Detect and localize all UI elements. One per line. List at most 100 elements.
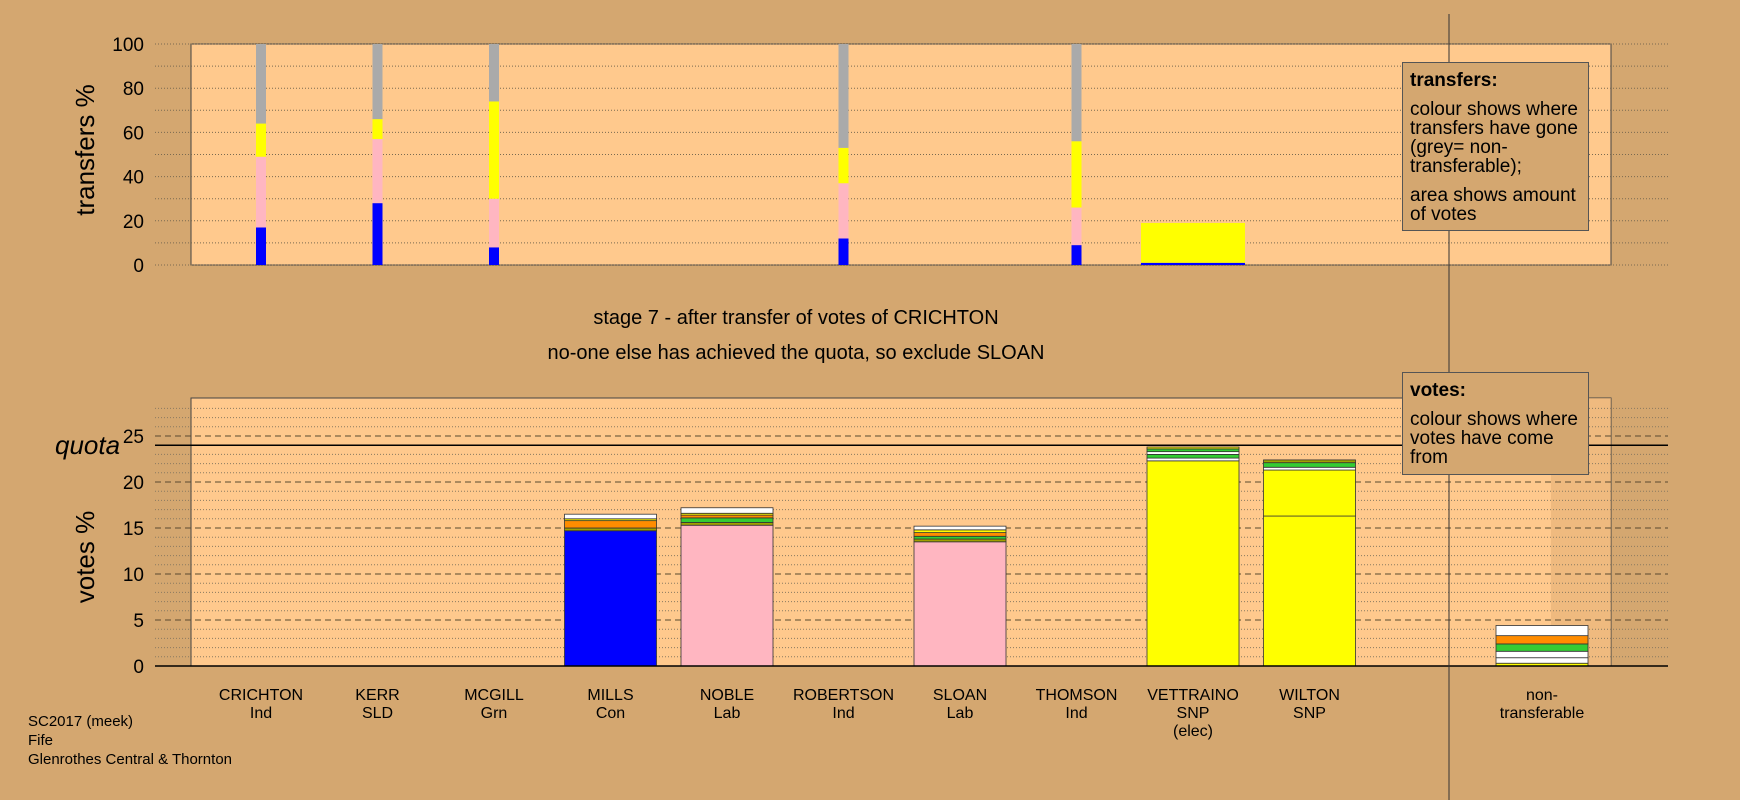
transfer-bar-robertson bbox=[838, 44, 849, 148]
chart-title-line-1: stage 7 - after transfer of votes of CRI… bbox=[593, 307, 998, 329]
candidate-party: SNP bbox=[1177, 705, 1210, 722]
quota-label: quota bbox=[55, 430, 120, 460]
candidate-party: Ind bbox=[1065, 705, 1087, 722]
vote-bar-mills bbox=[564, 513, 657, 520]
footer: SC2017 (meek) Fife Glenrothes Central & … bbox=[28, 712, 232, 769]
votes-legend-text: colour shows where votes have come from bbox=[1410, 409, 1578, 468]
transfer-bar-kerr bbox=[372, 203, 383, 265]
transfer-bar-robertson bbox=[838, 238, 849, 265]
candidate-party: Ind bbox=[832, 705, 854, 722]
transfer-bar-thomson bbox=[1071, 207, 1082, 246]
candidate-name: VETTRAINO bbox=[1147, 687, 1239, 704]
candidate-name: ROBERTSON bbox=[793, 687, 894, 704]
votes-legend: votes: colour shows where votes have com… bbox=[1402, 372, 1589, 475]
vote-bar-mills bbox=[564, 530, 657, 667]
transfer-bar-mcgill bbox=[489, 247, 499, 265]
transfer-bar-thomson bbox=[1071, 44, 1082, 142]
candidate-name: CRICHTON bbox=[219, 687, 303, 704]
vote-bar-non-transferable bbox=[1495, 657, 1589, 664]
candidate-party: Con bbox=[596, 705, 625, 722]
vote-bar-noble bbox=[680, 507, 774, 514]
vote-bar-wilton bbox=[1263, 462, 1356, 468]
candidate-name: NOBLE bbox=[700, 687, 754, 704]
transfer-bar-crichton bbox=[256, 156, 266, 228]
candidate-party: SNP bbox=[1293, 705, 1326, 722]
nontransferable-label: non- bbox=[1526, 687, 1558, 704]
footer-line-2: Fife bbox=[28, 732, 54, 749]
vote-bar-sloan bbox=[913, 529, 1007, 534]
votes-tick-label: 25 bbox=[123, 427, 144, 448]
votes-plot-area bbox=[190, 397, 1612, 667]
vote-bar-vettraino bbox=[1146, 460, 1240, 667]
candidate-note: (elec) bbox=[1173, 723, 1213, 740]
transfer-bar-crichton bbox=[256, 44, 266, 124]
vote-bar-sloan bbox=[913, 541, 1007, 667]
votes-tick-label: 0 bbox=[133, 657, 144, 678]
vote-bar-non-transferable bbox=[1495, 650, 1589, 659]
vote-bar-vettraino bbox=[1146, 446, 1240, 450]
transfer-bar-robertson bbox=[838, 147, 849, 184]
bars bbox=[256, 44, 1589, 667]
transfer-bar-mcgill bbox=[489, 101, 499, 199]
candidate-name: MCGILL bbox=[464, 687, 524, 704]
transfers-plot-area bbox=[190, 43, 1612, 266]
vote-bar-sloan bbox=[913, 525, 1007, 531]
candidate-name: KERR bbox=[355, 687, 399, 704]
votes-tick-label: 15 bbox=[123, 519, 144, 540]
candidate-name: THOMSON bbox=[1036, 687, 1118, 704]
transfers-tick-label: 0 bbox=[133, 256, 144, 277]
transfers-axis-label: transfers % bbox=[70, 84, 100, 216]
chart-background bbox=[190, 43, 1612, 667]
vote-bar-sloan bbox=[913, 538, 1007, 543]
transfers-legend-title: transfers: bbox=[1410, 70, 1498, 91]
candidate-party: Grn bbox=[481, 705, 508, 722]
transfer-bar-robertson bbox=[838, 183, 849, 239]
transfer-bar-vettraino bbox=[1141, 223, 1245, 263]
candidate-party: Lab bbox=[947, 705, 974, 722]
vote-bar-wilton bbox=[1263, 469, 1356, 517]
transfers-legend-text-1: colour shows where transfers have gone (… bbox=[1410, 99, 1578, 177]
transfers-tick-label: 20 bbox=[123, 212, 144, 233]
nontransferable-label: transferable bbox=[1500, 705, 1585, 722]
transfer-bar-crichton bbox=[256, 123, 266, 157]
votes-legend-title: votes: bbox=[1410, 380, 1466, 401]
transfers-legend: transfers: colour shows where transfers … bbox=[1402, 62, 1589, 231]
vote-bar-non-transferable bbox=[1495, 643, 1589, 652]
candidate-name: SLOAN bbox=[933, 687, 987, 704]
vote-bar-mills bbox=[564, 527, 657, 532]
vote-bar-noble bbox=[680, 514, 774, 519]
transfer-bar-crichton bbox=[256, 227, 266, 265]
vote-bar-noble bbox=[680, 524, 774, 667]
vote-bar-wilton bbox=[1263, 515, 1356, 667]
vote-bar-vettraino bbox=[1146, 448, 1240, 453]
votes-tick-label: 20 bbox=[123, 473, 144, 494]
candidate-party: SLD bbox=[362, 705, 393, 722]
footer-line-3: Glenrothes Central & Thornton bbox=[28, 751, 233, 768]
transfer-bar-thomson bbox=[1071, 141, 1082, 208]
vote-bar-non-transferable bbox=[1495, 635, 1589, 645]
vote-bar-wilton bbox=[1263, 466, 1356, 471]
transfers-tick-label: 80 bbox=[123, 79, 144, 100]
transfer-bar-mcgill bbox=[489, 44, 499, 102]
vote-bar-wilton bbox=[1263, 459, 1356, 464]
footer-line-1: SC2017 (meek) bbox=[28, 713, 134, 730]
transfer-bar-thomson bbox=[1071, 245, 1082, 265]
vote-bar-noble bbox=[680, 517, 774, 523]
vote-bar-sloan bbox=[913, 535, 1007, 540]
vote-bar-vettraino bbox=[1146, 457, 1240, 462]
votes-tick-label: 10 bbox=[123, 565, 144, 586]
vote-bar-vettraino bbox=[1146, 451, 1240, 455]
candidate-name: WILTON bbox=[1279, 687, 1340, 704]
labels: transfers % votes % stage 7 - after tran… bbox=[55, 35, 1584, 740]
chart-title-line-2: no-one else has achieved the quota, so e… bbox=[548, 342, 1045, 364]
transfers-tick-label: 40 bbox=[123, 168, 144, 189]
vote-bar-mills bbox=[564, 520, 657, 529]
vote-bar-sloan bbox=[913, 532, 1007, 537]
transfers-tick-label: 100 bbox=[112, 35, 144, 56]
vote-bar-vettraino bbox=[1146, 453, 1240, 459]
transfer-bar-kerr bbox=[372, 119, 383, 140]
transfers-tick-label: 60 bbox=[123, 123, 144, 144]
candidate-party: Ind bbox=[250, 705, 272, 722]
transfer-bar-mcgill bbox=[489, 198, 499, 248]
